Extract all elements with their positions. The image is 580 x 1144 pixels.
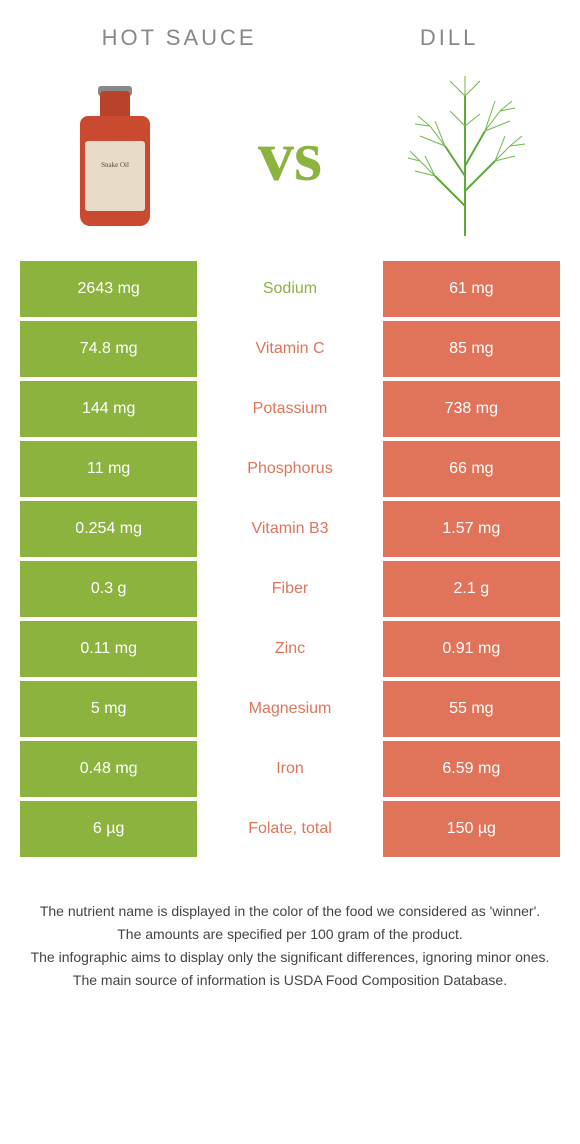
right-value: 1.57 mg (383, 501, 560, 557)
nutrient-name: Magnesium (201, 681, 378, 737)
bottle-icon: Snake Oil (80, 86, 150, 226)
nutrient-name: Vitamin C (201, 321, 378, 377)
table-row: 2643 mgSodium61 mg (20, 261, 560, 317)
table-row: 6 µgFolate, total150 µg (20, 801, 560, 857)
right-value: 738 mg (383, 381, 560, 437)
table-row: 144 mgPotassium738 mg (20, 381, 560, 437)
footer-line: The main source of information is USDA F… (30, 970, 550, 991)
right-value: 85 mg (383, 321, 560, 377)
footer-notes: The nutrient name is displayed in the co… (0, 861, 580, 1013)
footer-line: The infographic aims to display only the… (30, 947, 550, 968)
table-row: 5 mgMagnesium55 mg (20, 681, 560, 737)
right-value: 0.91 mg (383, 621, 560, 677)
right-food-title: Dill (420, 25, 478, 51)
right-value: 2.1 g (383, 561, 560, 617)
left-value: 5 mg (20, 681, 197, 737)
nutrient-name: Folate, total (201, 801, 378, 857)
left-food-title: Hot sauce (102, 25, 257, 51)
left-value: 74.8 mg (20, 321, 197, 377)
right-value: 55 mg (383, 681, 560, 737)
table-row: 0.254 mgVitamin B31.57 mg (20, 501, 560, 557)
nutrient-name: Vitamin B3 (201, 501, 378, 557)
nutrient-name: Sodium (201, 261, 378, 317)
table-row: 11 mgPhosphorus66 mg (20, 441, 560, 497)
left-value: 0.48 mg (20, 741, 197, 797)
dill-image (390, 76, 540, 236)
dill-icon (390, 76, 540, 236)
table-row: 74.8 mgVitamin C85 mg (20, 321, 560, 377)
nutrient-name: Fiber (201, 561, 378, 617)
left-value: 6 µg (20, 801, 197, 857)
right-value: 61 mg (383, 261, 560, 317)
table-row: 0.11 mgZinc0.91 mg (20, 621, 560, 677)
table-row: 0.3 gFiber2.1 g (20, 561, 560, 617)
left-value: 0.11 mg (20, 621, 197, 677)
table-row: 0.48 mgIron6.59 mg (20, 741, 560, 797)
footer-line: The nutrient name is displayed in the co… (30, 901, 550, 922)
right-value: 150 µg (383, 801, 560, 857)
header-row: Hot sauce Dill (0, 0, 580, 61)
nutrient-table: 2643 mgSodium61 mg74.8 mgVitamin C85 mg1… (0, 261, 580, 857)
left-value: 11 mg (20, 441, 197, 497)
right-value: 66 mg (383, 441, 560, 497)
left-value: 2643 mg (20, 261, 197, 317)
footer-line: The amounts are specified per 100 gram o… (30, 924, 550, 945)
vs-text: vs (258, 115, 322, 198)
nutrient-name: Phosphorus (201, 441, 378, 497)
nutrient-name: Zinc (201, 621, 378, 677)
left-value: 0.3 g (20, 561, 197, 617)
nutrient-name: Potassium (201, 381, 378, 437)
left-value: 0.254 mg (20, 501, 197, 557)
hot-sauce-image: Snake Oil (40, 76, 190, 236)
left-value: 144 mg (20, 381, 197, 437)
right-value: 6.59 mg (383, 741, 560, 797)
nutrient-name: Iron (201, 741, 378, 797)
images-row: Snake Oil vs (0, 61, 580, 261)
bottle-label: Snake Oil (85, 141, 145, 211)
